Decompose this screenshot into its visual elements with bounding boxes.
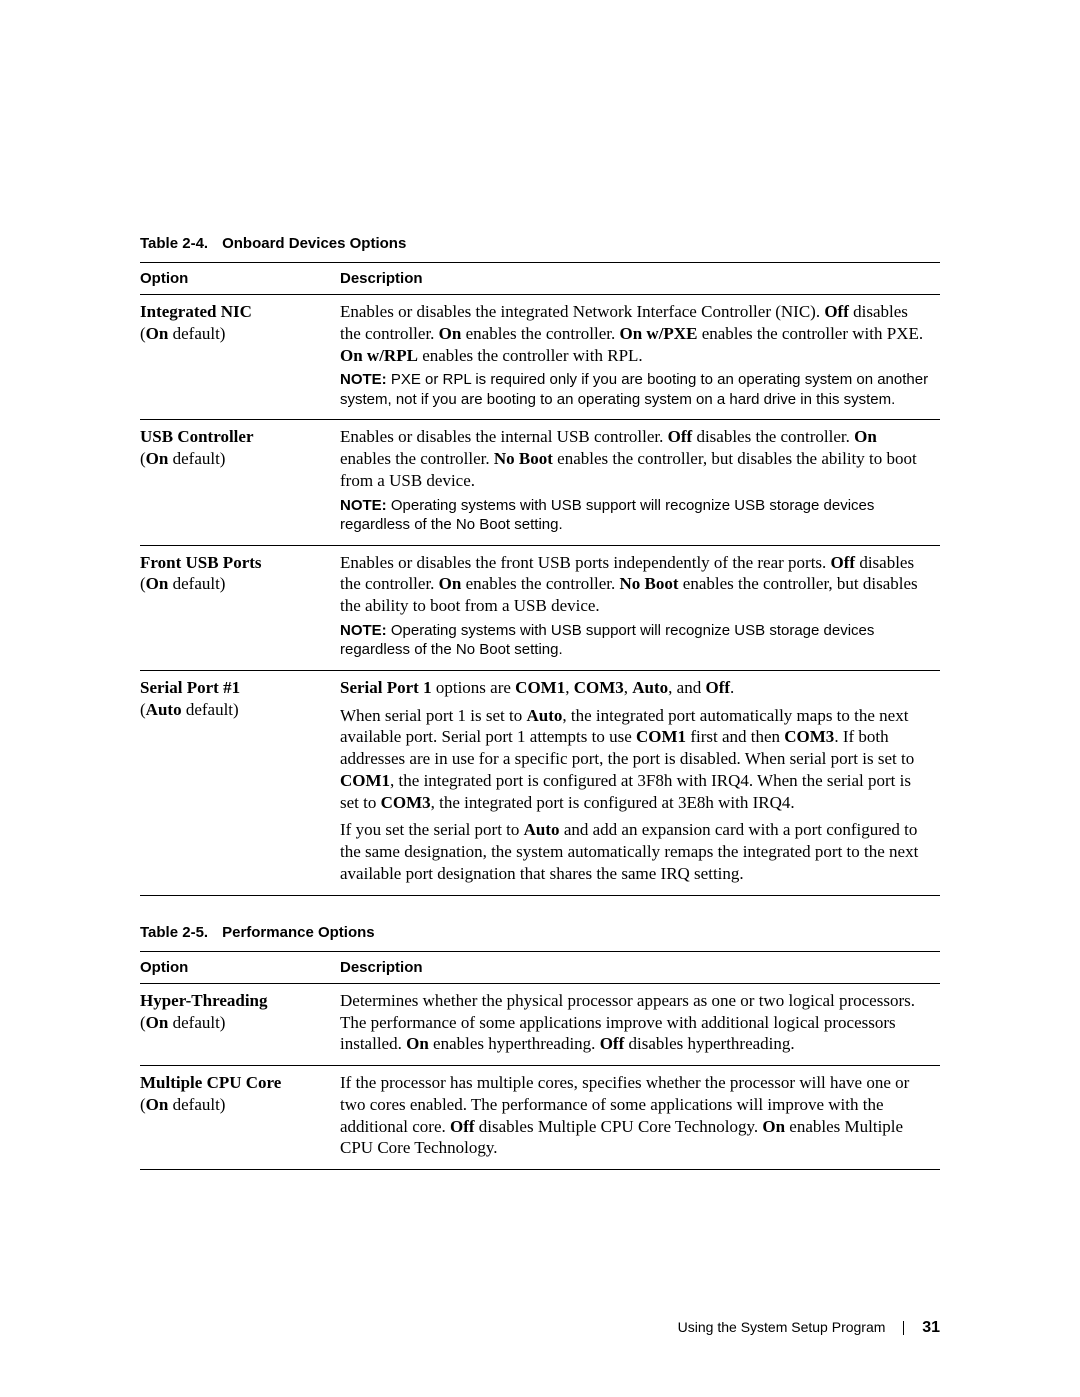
option-default: (On default) — [140, 448, 330, 470]
option-description: Enables or disables the front USB ports … — [340, 552, 930, 617]
document-page: Table 2-4. Onboard Devices Options Option… — [0, 0, 1080, 1397]
option-default: (On default) — [140, 573, 330, 595]
option-description: Serial Port 1 options are COM1, COM3, Au… — [340, 677, 930, 699]
option-default: (On default) — [140, 1012, 330, 1034]
option-description: Enables or disables the integrated Netwo… — [340, 301, 930, 366]
option-name: Front USB Ports — [140, 552, 330, 574]
option-description: Enables or disables the internal USB con… — [340, 426, 930, 491]
table-2-header-description: Description — [340, 951, 940, 983]
table-row: USB Controller (On default) Enables or d… — [140, 420, 940, 545]
table-1-header-description: Description — [340, 263, 940, 295]
option-name: Hyper-Threading — [140, 990, 330, 1012]
option-default: (On default) — [140, 323, 330, 345]
table-row: Hyper-Threading (On default) Determines … — [140, 983, 940, 1065]
table-1-header-option: Option — [140, 263, 340, 295]
footer-text: Using the System Setup Program — [678, 1319, 886, 1335]
table-1-caption-num: Table 2-4. — [140, 235, 208, 252]
option-name: Multiple CPU Core — [140, 1072, 330, 1094]
option-name: Integrated NIC — [140, 301, 330, 323]
option-note: NOTE: Operating systems with USB support… — [340, 621, 930, 660]
option-description: If the processor has multiple cores, spe… — [340, 1072, 930, 1159]
table-2-caption-title: Performance Options — [222, 924, 375, 941]
option-default: (On default) — [140, 1094, 330, 1116]
onboard-devices-table: Option Description Integrated NIC (On de… — [140, 262, 940, 896]
table-1-caption: Table 2-4. Onboard Devices Options — [140, 235, 940, 252]
table-row: Integrated NIC (On default) Enables or d… — [140, 295, 940, 420]
option-description: Determines whether the physical processo… — [340, 990, 930, 1055]
table-row: Serial Port #1 (Auto default) Serial Por… — [140, 670, 940, 895]
option-description: When serial port 1 is set to Auto, the i… — [340, 705, 930, 814]
table-1-caption-title: Onboard Devices Options — [222, 235, 406, 252]
table-2-caption-num: Table 2-5. — [140, 924, 208, 941]
page-footer: Using the System Setup Program 31 — [678, 1319, 940, 1337]
option-note: NOTE: PXE or RPL is required only if you… — [340, 370, 930, 409]
option-name: Serial Port #1 — [140, 677, 330, 699]
table-2-caption: Table 2-5. Performance Options — [140, 924, 940, 941]
table-row: Front USB Ports (On default) Enables or … — [140, 545, 940, 670]
footer-divider — [903, 1321, 904, 1335]
table-row: Multiple CPU Core (On default) If the pr… — [140, 1066, 940, 1170]
performance-options-table: Option Description Hyper-Threading (On d… — [140, 951, 940, 1170]
option-note: NOTE: Operating systems with USB support… — [340, 496, 930, 535]
option-default: (Auto default) — [140, 699, 330, 721]
page-number: 31 — [922, 1319, 940, 1336]
option-description: If you set the serial port to Auto and a… — [340, 819, 930, 884]
option-name: USB Controller — [140, 426, 330, 448]
table-2-header-option: Option — [140, 951, 340, 983]
